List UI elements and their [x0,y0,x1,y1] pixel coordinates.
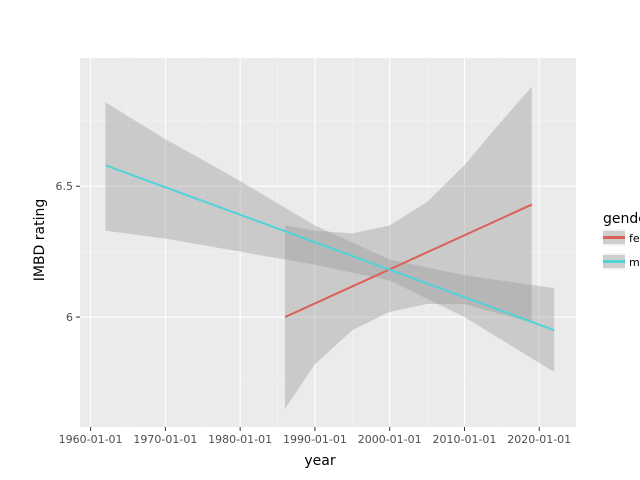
minor-gridlines [80,58,576,427]
legend-key-m [603,253,625,270]
x-tick-label: 2000-01-01 [358,433,422,446]
x-tick-label: 1990-01-01 [283,433,347,446]
y-tick-label: 6.5 [56,180,74,193]
y-tick-label: 6 [66,311,73,324]
x-tick-label: 1960-01-01 [59,433,123,446]
series-line-fe [284,203,533,318]
legend-label-fe: fe [629,232,640,245]
x-axis-title: year [304,453,335,469]
confidence-band-fe [285,86,532,409]
confidence-bands [105,86,555,409]
legend: gender fe m [603,211,640,270]
confidence-band-m [105,102,555,373]
x-tick-label: 2020-01-01 [507,433,571,446]
y-axis-title: IMBD rating [32,199,48,282]
x-tick-label: 2010-01-01 [433,433,497,446]
legend-title: gender [603,211,640,227]
legend-label-m: m [629,256,640,269]
legend-key-fe [603,229,625,246]
y-tick-labels: 66.5 [56,180,74,324]
series-line-m [105,164,555,332]
x-tick-labels: 1960-01-01 1970-01-01 1980-01-01 1990-01-01… [59,433,572,446]
plot-panel [80,58,576,427]
x-tick-label: 1970-01-01 [133,433,197,446]
series-lines [105,164,555,332]
axis-ticks [76,185,540,431]
x-tick-label: 1980-01-01 [208,433,272,446]
